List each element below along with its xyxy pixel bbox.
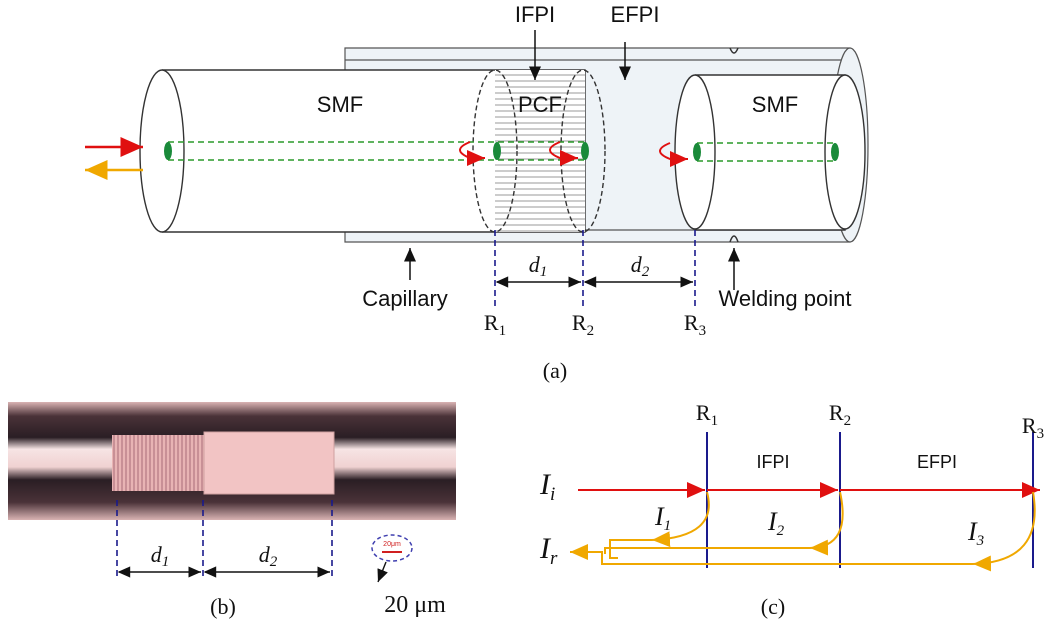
dimension-label: d2 bbox=[259, 542, 278, 570]
pcf-segment bbox=[112, 435, 204, 491]
reflector-label: R1 bbox=[484, 310, 506, 339]
reflector-label: R2 bbox=[829, 400, 851, 429]
caption: (b) bbox=[210, 594, 236, 619]
label: Capillary bbox=[362, 286, 448, 311]
reflector-label: R2 bbox=[572, 310, 594, 339]
dimension-label: d2 bbox=[631, 252, 650, 280]
dimension-label: d1 bbox=[529, 252, 548, 280]
intensity-label: Ii bbox=[539, 468, 555, 505]
scale-circle bbox=[372, 535, 412, 561]
dimension-label: d1 bbox=[151, 542, 170, 570]
smf-left-end bbox=[140, 70, 184, 232]
panel-a: IFPI EFPI SMF PCF SMF d1 d2 Capillary We… bbox=[85, 2, 868, 383]
intensity-label: I3 bbox=[967, 517, 984, 549]
reflector-label: R3 bbox=[684, 310, 706, 339]
pointer bbox=[378, 562, 386, 582]
label: IFPI bbox=[515, 2, 555, 27]
intensity-label: I1 bbox=[654, 502, 671, 534]
label: IFPI bbox=[756, 452, 789, 472]
caption: (c) bbox=[761, 594, 785, 619]
label: Welding point bbox=[719, 286, 852, 311]
gap-segment bbox=[204, 432, 334, 494]
caption: (a) bbox=[543, 358, 567, 383]
intensity-label: Ir bbox=[539, 532, 558, 569]
reflected-beams bbox=[570, 492, 1035, 564]
label: SMF bbox=[752, 92, 798, 117]
intensity-label: I2 bbox=[767, 507, 785, 539]
scale-bar-label: 20μm bbox=[383, 541, 401, 548]
label: PCF bbox=[518, 92, 562, 117]
reflector-label: R3 bbox=[1022, 413, 1044, 442]
panel-b: d1 d2 20μm 20 μm (b) bbox=[8, 402, 456, 619]
reflector-label: R1 bbox=[696, 400, 718, 429]
label: EFPI bbox=[917, 452, 957, 472]
panel-c: R1 R2 R3 IFPI EFPI Ii Ir I1 I2 I3 (c) bbox=[539, 400, 1044, 619]
figure: IFPI EFPI SMF PCF SMF d1 d2 Capillary We… bbox=[0, 0, 1052, 625]
label: EFPI bbox=[611, 2, 660, 27]
label: SMF bbox=[317, 92, 363, 117]
scale-text: 20 μm bbox=[384, 592, 446, 618]
